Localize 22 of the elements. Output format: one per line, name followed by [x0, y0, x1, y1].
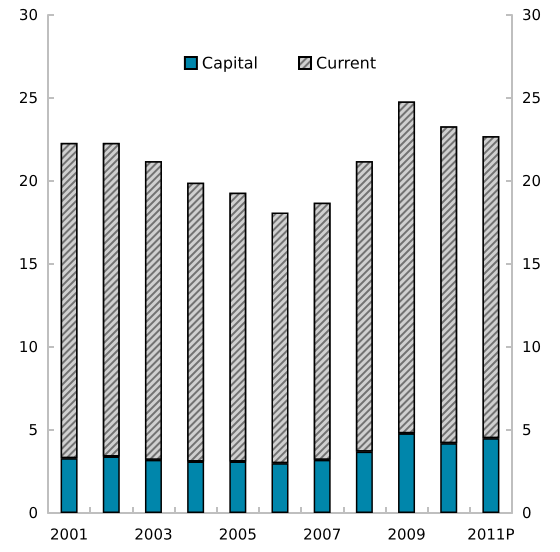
y-tick-label: 15	[18, 255, 38, 273]
y2-tick-label: 10	[522, 338, 542, 356]
x-tick-label: 2011P	[467, 526, 515, 544]
x-tick-label: 2005	[218, 526, 257, 544]
legend-label: Capital	[202, 54, 258, 72]
x-tick-label: 2009	[387, 526, 426, 544]
y-tick-label: 0	[28, 504, 38, 522]
x-tick-label: 2003	[134, 526, 173, 544]
y-tick-label: 10	[18, 338, 38, 356]
y-tick-label: 25	[18, 89, 38, 107]
x-tick-label: 2007	[303, 526, 342, 544]
y2-tick-label: 15	[522, 255, 542, 273]
y2-tick-label: 30	[522, 6, 542, 24]
y-tick-label: 5	[28, 421, 38, 439]
y2-tick-label: 0	[522, 504, 532, 522]
y2-tick-label: 5	[522, 421, 532, 439]
y2-tick-label: 25	[522, 89, 542, 107]
y-tick-label: 30	[18, 6, 38, 24]
y2-tick-label: 20	[522, 172, 542, 190]
y-tick-label: 20	[18, 172, 38, 190]
legend-label: Current	[316, 54, 376, 72]
x-tick-label: 2001	[50, 526, 88, 544]
